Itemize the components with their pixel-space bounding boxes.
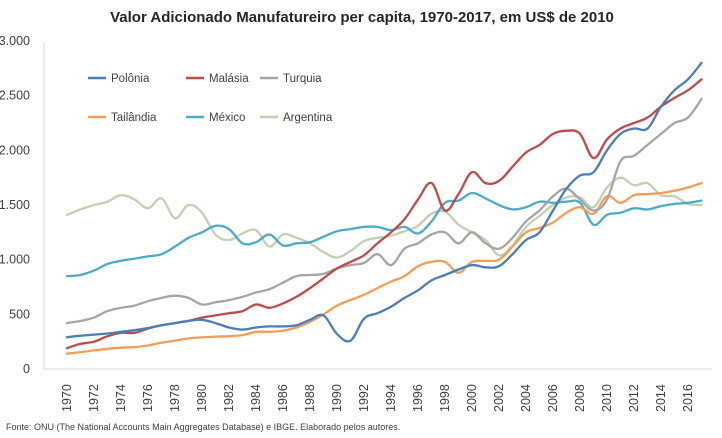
legend-label: Polônia [111,73,150,85]
y-tick-label: 1.000 [0,253,30,267]
series-line-mexico [65,191,703,278]
x-tick-label: 1982 [222,384,236,412]
legend-label: México [209,112,245,124]
legend-item-tailandia: Tailândia [88,112,157,124]
legend-label: Tailândia [111,112,157,124]
y-axis: 0 500 1.000 1.500 2.000 2.500 3.000 [0,34,30,376]
series-line-polonia [65,61,703,343]
x-tick-label: 2002 [492,384,506,412]
y-tick-label: 3.000 [0,34,30,48]
x-tick-label: 1988 [303,384,317,412]
chart-title: Valor Adicionado Manufatureiro per capit… [110,9,614,26]
legend-label: Turquia [283,73,322,85]
legend-label: Malásia [209,73,249,85]
x-tick-label: 1970 [60,384,74,412]
x-tick-label: 1984 [249,384,263,412]
x-tick-label: 1998 [438,384,452,412]
legend-label: Argentina [283,112,333,124]
x-tick-label: 1994 [384,384,398,412]
y-tick-label: 2.500 [0,89,30,103]
x-tick-label: 1986 [276,384,290,412]
x-tick-label: 1980 [195,384,209,412]
x-tick-label: 1978 [168,384,182,412]
x-tick-label: 1992 [357,384,371,412]
y-tick-label: 2.000 [0,143,30,157]
y-tick-label: 0 [23,362,30,376]
x-tick-label: 1990 [330,384,344,412]
x-tick-label: 2012 [627,384,641,412]
x-tick-label: 1996 [411,384,425,412]
x-tick-label: 1974 [114,384,128,412]
legend-item-argentina: Argentina [260,112,333,124]
x-tick-label: 1972 [87,384,101,412]
legend-item-mexico: México [186,112,245,124]
legend-item-malasia: Malásia [186,73,249,85]
x-tick-label: 2000 [465,384,479,412]
x-tick-label: 2006 [546,384,560,412]
source-note: Fonte: ONU (The National Accounts Main A… [6,422,400,432]
x-tick-label: 2016 [681,384,695,412]
x-tick-label: 2014 [654,384,668,412]
x-tick-label: 2004 [519,384,533,412]
x-tick-label: 2010 [600,384,614,412]
x-tick-label: 1976 [141,384,155,412]
y-tick-label: 500 [9,307,30,321]
series-group [65,61,703,355]
x-tick-label: 2008 [573,384,587,412]
legend: Polônia Malásia Turquia Tailândia México Arge… [88,73,333,124]
x-axis: 1970 1972 1974 1976 1978 1980 1982 1984 1986 1988… [60,384,695,412]
series-line-tailandia [65,181,703,355]
series-line-turquia [65,97,703,325]
y-tick-label: 1.500 [0,198,30,212]
legend-item-turquia: Turquia [260,73,322,85]
legend-item-polonia: Polônia [88,73,150,85]
